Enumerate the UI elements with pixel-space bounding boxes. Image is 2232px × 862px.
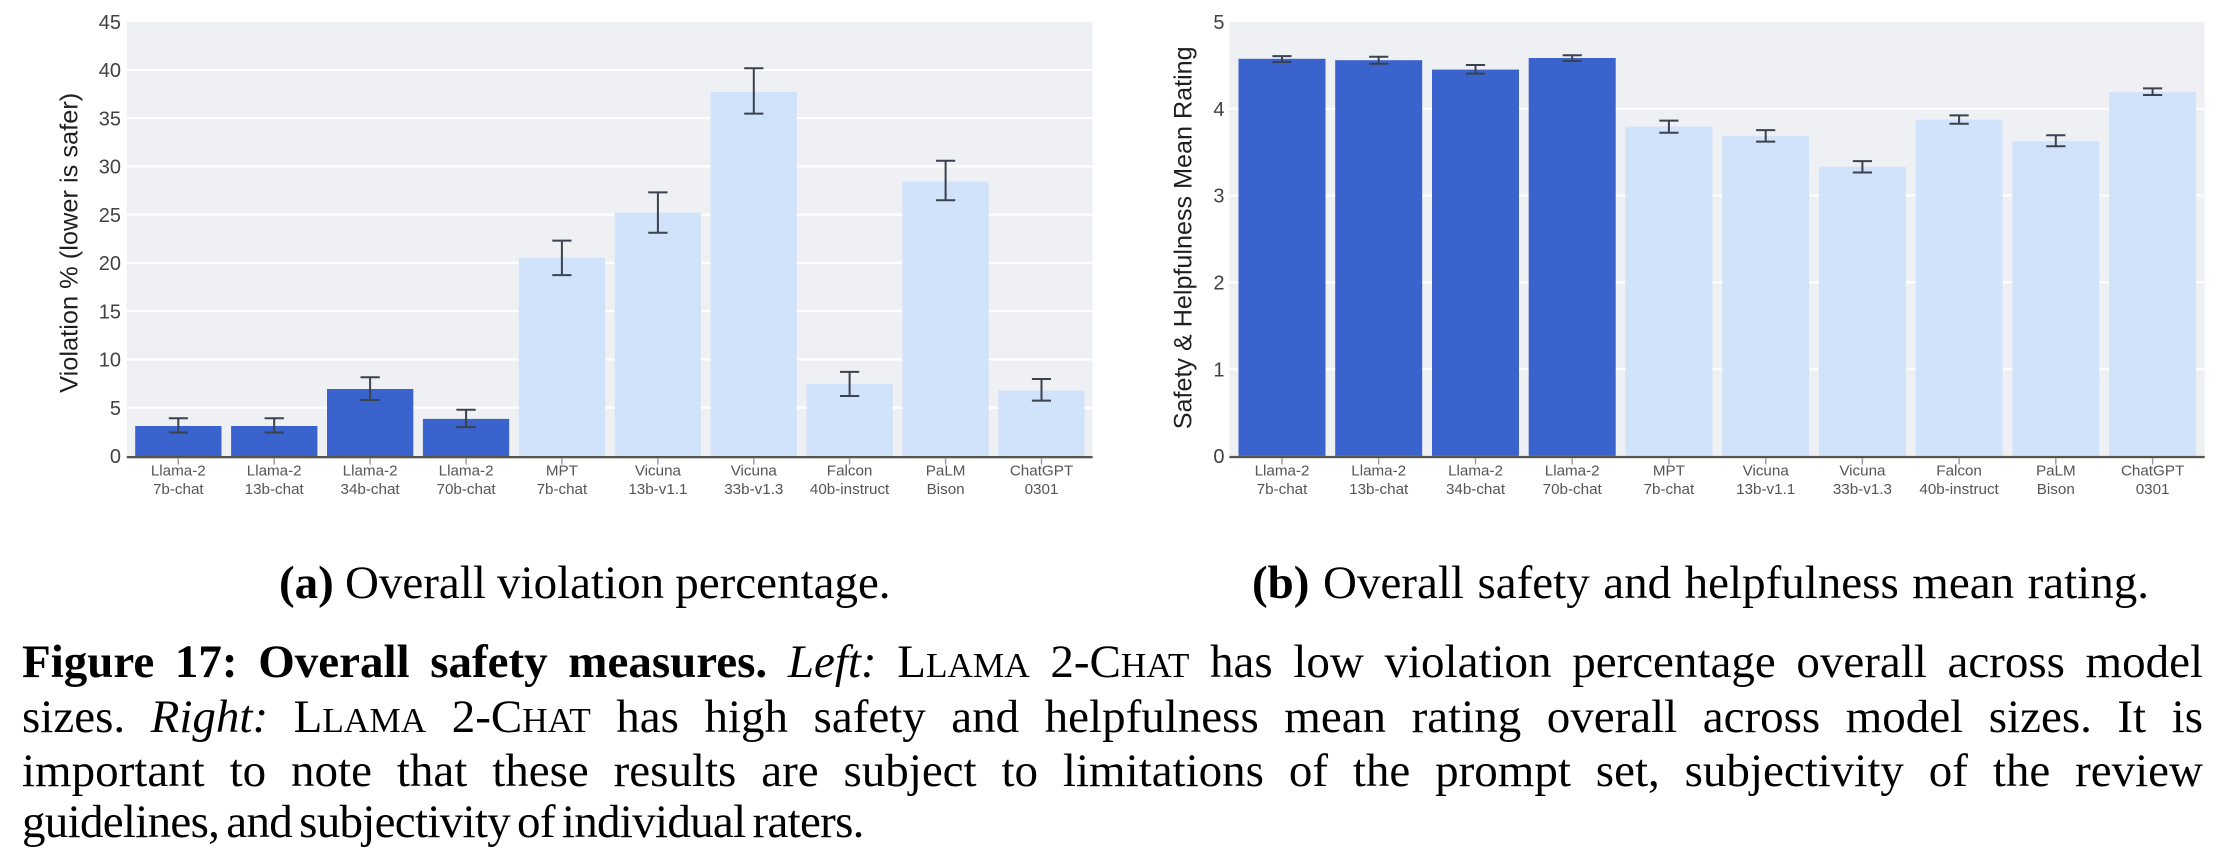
svg-text:3: 3 <box>1213 186 1224 208</box>
svg-text:10: 10 <box>99 350 121 372</box>
svg-text:13b-chat: 13b-chat <box>245 481 305 498</box>
svg-text:Llama-2: Llama-2 <box>151 463 206 480</box>
svg-text:35: 35 <box>99 108 121 130</box>
svg-text:Llama-2: Llama-2 <box>343 463 398 480</box>
svg-text:ChatGPT: ChatGPT <box>2121 463 2184 480</box>
svg-text:MPT: MPT <box>1653 463 1685 480</box>
svg-text:Llama-2: Llama-2 <box>1448 463 1503 480</box>
svg-text:30: 30 <box>99 157 121 179</box>
svg-text:70b-chat: 70b-chat <box>437 481 497 498</box>
svg-text:Safety & Helpfulness Mean Rati: Safety & Helpfulness Mean Rating <box>1170 46 1198 429</box>
svg-text:70b-chat: 70b-chat <box>1543 481 1603 498</box>
svg-text:7b-chat: 7b-chat <box>1257 481 1308 498</box>
svg-text:Llama-2: Llama-2 <box>1545 463 1600 480</box>
svg-text:Vicuna: Vicuna <box>731 463 778 480</box>
svg-text:Vicuna: Vicuna <box>1743 463 1790 480</box>
svg-text:15: 15 <box>99 301 121 323</box>
svg-text:45: 45 <box>99 12 121 34</box>
svg-text:20: 20 <box>99 253 121 275</box>
svg-text:Vicuna: Vicuna <box>635 463 682 480</box>
svg-text:0: 0 <box>110 446 121 468</box>
svg-text:MPT: MPT <box>546 463 578 480</box>
svg-text:Vicuna: Vicuna <box>1839 463 1886 480</box>
svg-text:13b-v1.1: 13b-v1.1 <box>1736 481 1795 498</box>
svg-text:5: 5 <box>1213 12 1224 34</box>
svg-text:25: 25 <box>99 205 121 227</box>
svg-text:13b-chat: 13b-chat <box>1349 481 1409 498</box>
svg-text:PaLM: PaLM <box>2036 463 2076 480</box>
svg-text:PaLM: PaLM <box>926 463 966 480</box>
svg-text:7b-chat: 7b-chat <box>537 481 588 498</box>
svg-text:13b-v1.1: 13b-v1.1 <box>628 481 687 498</box>
svg-text:Llama-2: Llama-2 <box>247 463 302 480</box>
svg-text:Llama-2: Llama-2 <box>1351 463 1406 480</box>
svg-text:ChatGPT: ChatGPT <box>1010 463 1073 480</box>
svg-text:33b-v1.3: 33b-v1.3 <box>1833 481 1892 498</box>
svg-text:0301: 0301 <box>1025 481 1059 498</box>
svg-text:33b-v1.3: 33b-v1.3 <box>724 481 783 498</box>
svg-text:40: 40 <box>99 60 121 82</box>
svg-text:Bison: Bison <box>2037 481 2075 498</box>
svg-text:1: 1 <box>1213 359 1224 381</box>
svg-text:40b-instruct: 40b-instruct <box>1919 481 1999 498</box>
svg-text:0: 0 <box>1213 446 1224 468</box>
svg-text:Llama-2: Llama-2 <box>1255 463 1310 480</box>
svg-text:4: 4 <box>1213 99 1224 121</box>
svg-text:40b-instruct: 40b-instruct <box>810 481 890 498</box>
svg-text:2: 2 <box>1213 273 1224 295</box>
svg-text:0301: 0301 <box>2136 481 2170 498</box>
svg-text:34b-chat: 34b-chat <box>341 481 401 498</box>
svg-text:7b-chat: 7b-chat <box>1644 481 1695 498</box>
svg-text:34b-chat: 34b-chat <box>1446 481 1506 498</box>
svg-text:7b-chat: 7b-chat <box>153 481 204 498</box>
svg-text:Falcon: Falcon <box>1936 463 1982 480</box>
svg-text:Falcon: Falcon <box>827 463 873 480</box>
svg-text:Llama-2: Llama-2 <box>439 463 494 480</box>
svg-text:Bison: Bison <box>927 481 965 498</box>
svg-text:5: 5 <box>110 398 121 420</box>
svg-text:Violation % (lower is safer): Violation % (lower is safer) <box>56 93 84 393</box>
